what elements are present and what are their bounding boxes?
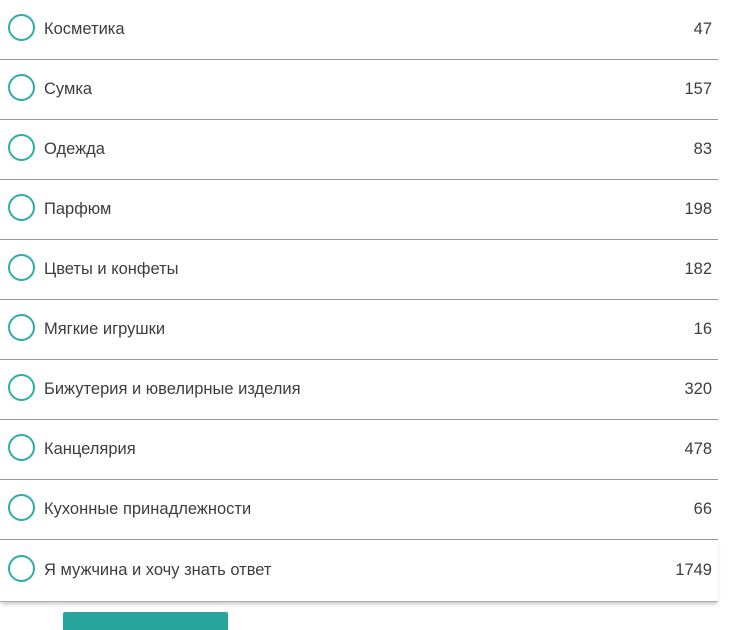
poll-options-list: Косметика 47 Сумка 157 Одежда 83 Парфюм 198 Цвет… <box>0 0 718 602</box>
poll-option-row[interactable]: Канцелярия 478 <box>0 420 718 480</box>
poll-option-row[interactable]: Я мужчина и хочу знать ответ 1749 <box>0 540 718 602</box>
poll-option-row[interactable]: Сумка 157 <box>0 60 718 120</box>
option-label: Одежда <box>44 140 105 158</box>
option-vote-count: 1749 <box>675 561 712 579</box>
poll-option-row[interactable]: Парфюм 198 <box>0 180 718 240</box>
poll-option-row[interactable]: Кухонные принадлежности 66 <box>0 480 718 540</box>
option-label: Косметика <box>44 20 125 38</box>
option-vote-count: 47 <box>693 20 712 38</box>
option-vote-count: 66 <box>693 500 712 518</box>
option-label: Кухонные принадлежности <box>44 500 252 518</box>
option-label: Мягкие игрушки <box>44 320 166 338</box>
option-vote-count: 157 <box>684 80 712 98</box>
option-vote-count: 83 <box>693 140 712 158</box>
option-label: Бижутерия и ювелирные изделия <box>44 380 301 398</box>
option-vote-count: 182 <box>684 260 712 278</box>
option-vote-count: 320 <box>684 380 712 398</box>
radio-button-icon[interactable] <box>8 555 35 582</box>
vote-button[interactable] <box>63 612 228 630</box>
option-label: Канцелярия <box>44 440 136 458</box>
radio-button-icon[interactable] <box>8 194 35 221</box>
option-label: Цветы и конфеты <box>44 260 179 278</box>
option-label: Парфюм <box>44 200 112 218</box>
poll-option-row[interactable]: Косметика 47 <box>0 0 718 60</box>
poll-option-row[interactable]: Мягкие игрушки 16 <box>0 300 718 360</box>
option-label: Я мужчина и хочу знать ответ <box>44 561 272 579</box>
option-vote-count: 198 <box>684 200 712 218</box>
poll-option-row[interactable]: Бижутерия и ювелирные изделия 320 <box>0 360 718 420</box>
option-label: Сумка <box>44 80 93 98</box>
poll-option-row[interactable]: Цветы и конфеты 182 <box>0 240 718 300</box>
radio-button-icon[interactable] <box>8 74 35 101</box>
radio-button-icon[interactable] <box>8 314 35 341</box>
radio-button-icon[interactable] <box>8 134 35 161</box>
radio-button-icon[interactable] <box>8 494 35 521</box>
radio-button-icon[interactable] <box>8 434 35 461</box>
option-vote-count: 478 <box>684 440 712 458</box>
poll-option-row[interactable]: Одежда 83 <box>0 120 718 180</box>
radio-button-icon[interactable] <box>8 254 35 281</box>
option-vote-count: 16 <box>693 320 712 338</box>
radio-button-icon[interactable] <box>8 374 35 401</box>
radio-button-icon[interactable] <box>8 14 35 41</box>
